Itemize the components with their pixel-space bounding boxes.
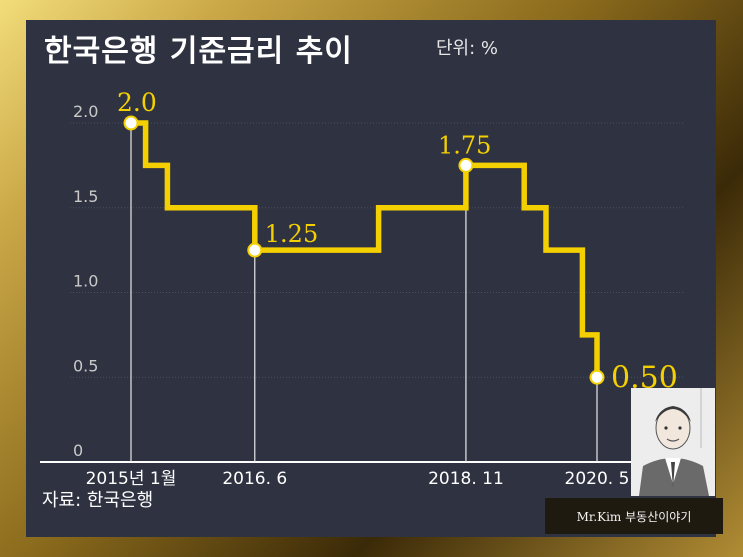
rate-series-line (131, 120, 600, 378)
x-tick-label: 2015년 1월 (86, 469, 177, 489)
data-point-marker (458, 157, 474, 173)
data-point-marker (247, 242, 263, 258)
data-point-marker (589, 369, 605, 385)
y-tick-label: 1.5 (73, 187, 98, 206)
source-label: 자료: 한국은행 (42, 490, 154, 511)
y-tick-label: 1.0 (73, 272, 98, 291)
data-value-label: 1.75 (438, 131, 491, 159)
author-photo (631, 388, 715, 496)
unit-label: 단위: % (436, 38, 499, 59)
y-tick-label: 0.5 (73, 356, 98, 375)
x-tick-label: 2018. 11 (428, 469, 504, 489)
chart-panel (26, 20, 716, 537)
x-tick-label: 2016. 6 (222, 469, 287, 489)
x-tick-label: 2020. 5 (565, 469, 630, 489)
y-tick-label: 0 (73, 441, 83, 460)
data-value-label: 1.25 (265, 220, 318, 248)
watermark-text: Mr.Kim 부동산이야기 (576, 509, 692, 524)
data-value-label: 2.0 (117, 88, 157, 117)
watermark-tag: Mr.Kim 부동산이야기 (545, 498, 723, 534)
y-tick-label: 2.0 (73, 102, 98, 121)
data-point-marker (123, 115, 139, 131)
chart-title: 한국은행 기준금리 추이 (44, 34, 353, 69)
